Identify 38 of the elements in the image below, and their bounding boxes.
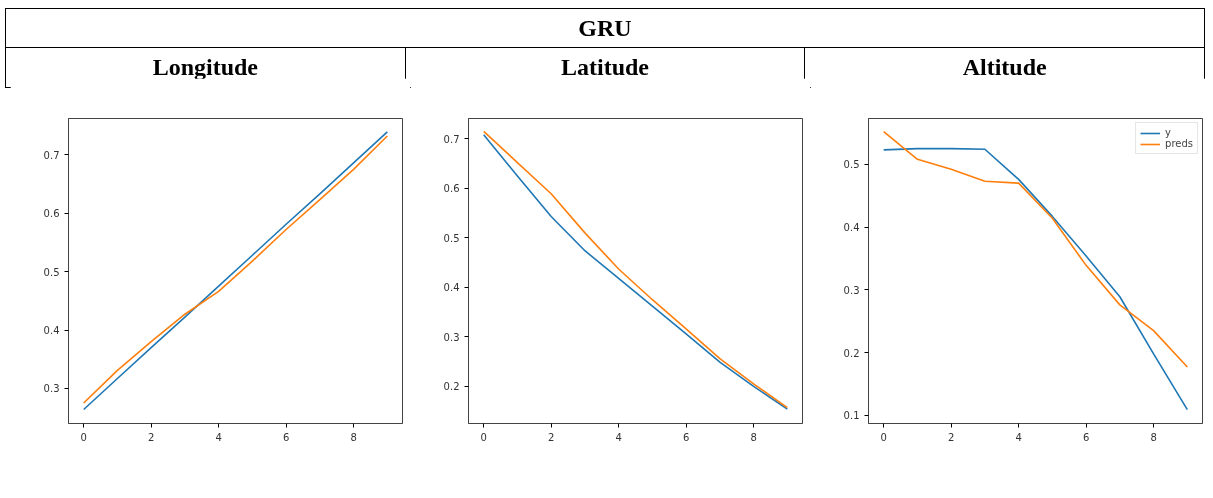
line-series <box>882 147 1189 411</box>
x-tick-label: 4 <box>1015 431 1022 443</box>
x-tick-label: 4 <box>615 431 622 443</box>
y-tick-label: 0.2 <box>443 381 460 393</box>
y-tick-label: 0.3 <box>443 331 460 343</box>
y-tick-label: 0.7 <box>43 149 60 161</box>
y-tick-label: 0.5 <box>843 159 860 171</box>
y-tick-label: 0.5 <box>443 232 460 244</box>
x-tick-label: 4 <box>215 431 222 443</box>
y-tick-label: 0.5 <box>43 266 60 278</box>
x-tick-label: 6 <box>682 431 690 443</box>
x-tick-label: 6 <box>1082 431 1090 443</box>
legend-label: y <box>1165 127 1172 138</box>
x-tick-label: 6 <box>282 431 290 443</box>
y-tick-label: 0.6 <box>443 183 460 195</box>
chart-title: Longitude <box>5 47 406 88</box>
chart-title: Latitude <box>405 47 805 88</box>
x-tick-label: 0 <box>80 431 87 443</box>
y-tick-label: 0.3 <box>843 284 860 296</box>
y-tick-label: 0.3 <box>43 383 60 395</box>
x-tick-label: 8 <box>750 431 757 443</box>
x-tick-label: 8 <box>1150 431 1157 443</box>
y-tick-label: 0.4 <box>443 282 460 294</box>
y-tick-label: 0.2 <box>843 347 860 359</box>
x-tick-label: 0 <box>880 431 887 443</box>
legend-label: preds <box>1165 138 1193 149</box>
x-tick-label: 2 <box>147 431 155 443</box>
y-tick-label: 0.6 <box>43 208 60 220</box>
x-tick-label: 2 <box>547 431 555 443</box>
y-tick-label: 0.1 <box>843 410 860 422</box>
x-tick-label: 0 <box>480 431 487 443</box>
y-tick-label: 0.7 <box>443 133 460 145</box>
x-tick-label: 2 <box>947 431 955 443</box>
text: GRU <box>5 8 1205 48</box>
chart-title: Altitude <box>804 47 1205 88</box>
x-tick-label: 8 <box>350 431 357 443</box>
y-tick-label: 0.4 <box>43 325 60 337</box>
y-tick-label: 0.4 <box>843 222 860 234</box>
